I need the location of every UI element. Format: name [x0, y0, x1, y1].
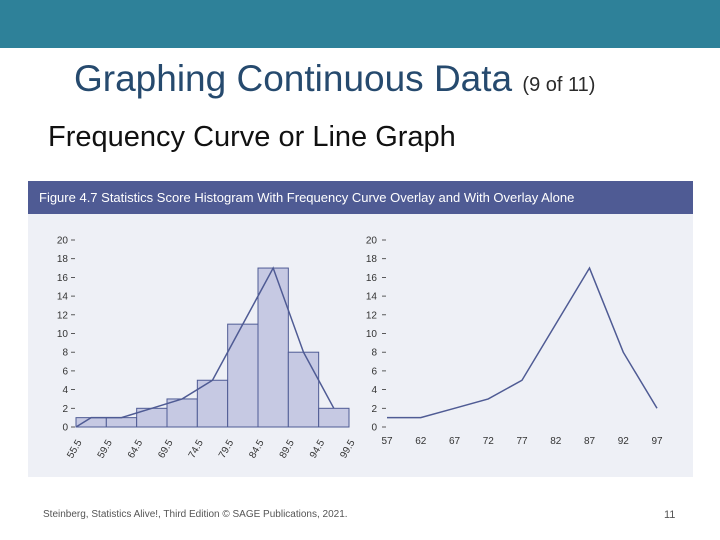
- slide-subtitle: Frequency Curve or Line Graph: [48, 121, 456, 153]
- y-tick-label: 0: [371, 423, 377, 434]
- histogram-bar: [75, 417, 107, 428]
- y-tick-label: 10: [57, 329, 69, 340]
- x-tick-label: 64.5: [126, 438, 145, 461]
- figure-panel: Figure 4.7 Statistics Score Histogram Wi…: [28, 181, 693, 477]
- x-tick-label: 67: [449, 436, 461, 447]
- y-tick-label: 8: [371, 348, 377, 359]
- x-tick-label: 69.5: [156, 438, 175, 461]
- x-tick-label: 94.5: [308, 438, 327, 461]
- frequency-curve-overlay: [75, 266, 335, 428]
- y-tick-label: 20: [366, 236, 378, 247]
- y-tick-label: 8: [62, 348, 68, 359]
- y-tick-label: 16: [57, 273, 69, 284]
- y-tick-label: 18: [366, 254, 378, 265]
- x-tick-label: 62: [415, 436, 427, 447]
- top-bar: [0, 0, 720, 48]
- y-tick-label: 20: [57, 236, 69, 247]
- frequency-curve-line: [387, 266, 658, 419]
- slide-title-text: Graphing Continuous Data: [74, 58, 513, 99]
- y-tick-label: 6: [62, 366, 68, 377]
- histogram-bar: [257, 267, 289, 428]
- footer-citation: Steinberg, Statistics Alive!, Third Edit…: [43, 509, 348, 520]
- y-tick-label: 6: [371, 366, 377, 377]
- x-tick-label: 55.5: [65, 438, 84, 461]
- x-tick-label: 59.5: [96, 438, 115, 461]
- x-tick-label: 77: [516, 436, 528, 447]
- y-tick-label: 4: [371, 385, 377, 396]
- y-tick-label: 2: [62, 404, 68, 415]
- histogram-bar: [105, 417, 138, 428]
- x-tick-label: 99.5: [338, 438, 357, 461]
- y-tick-label: 18: [57, 254, 69, 265]
- y-tick-label: 0: [62, 423, 68, 434]
- y-tick-label: 4: [62, 385, 68, 396]
- histogram-bar: [166, 398, 198, 428]
- slide-title-suffix: (9 of 11): [522, 74, 596, 96]
- y-tick-label: 2: [371, 404, 377, 415]
- x-tick-label: 87: [584, 436, 596, 447]
- histogram-bar: [227, 323, 259, 428]
- y-tick-label: 14: [57, 292, 69, 303]
- x-tick-label: 97: [651, 436, 663, 447]
- page-number: 11: [664, 509, 676, 521]
- x-tick-label: 82: [550, 436, 562, 447]
- y-tick-label: 10: [366, 329, 378, 340]
- y-tick-label: 12: [57, 310, 69, 321]
- slide-title: Graphing Continuous Data (9 of 11): [74, 58, 595, 100]
- y-tick-label: 12: [366, 310, 378, 321]
- x-tick-label: 72: [483, 436, 495, 447]
- x-tick-label: 74.5: [187, 438, 206, 461]
- x-tick-label: 57: [381, 436, 393, 447]
- x-tick-label: 92: [618, 436, 630, 447]
- figure-caption: Figure 4.7 Statistics Score Histogram Wi…: [39, 190, 575, 205]
- x-tick-label: 84.5: [247, 438, 266, 461]
- y-tick-label: 16: [366, 273, 378, 284]
- histogram-bar: [318, 407, 350, 428]
- x-tick-label: 79.5: [217, 438, 236, 461]
- histogram-bar: [196, 379, 229, 428]
- x-tick-label: 89.5: [278, 438, 297, 461]
- histogram-bar: [287, 351, 320, 428]
- y-tick-label: 14: [366, 292, 378, 303]
- figure-header: Figure 4.7 Statistics Score Histogram Wi…: [28, 181, 693, 214]
